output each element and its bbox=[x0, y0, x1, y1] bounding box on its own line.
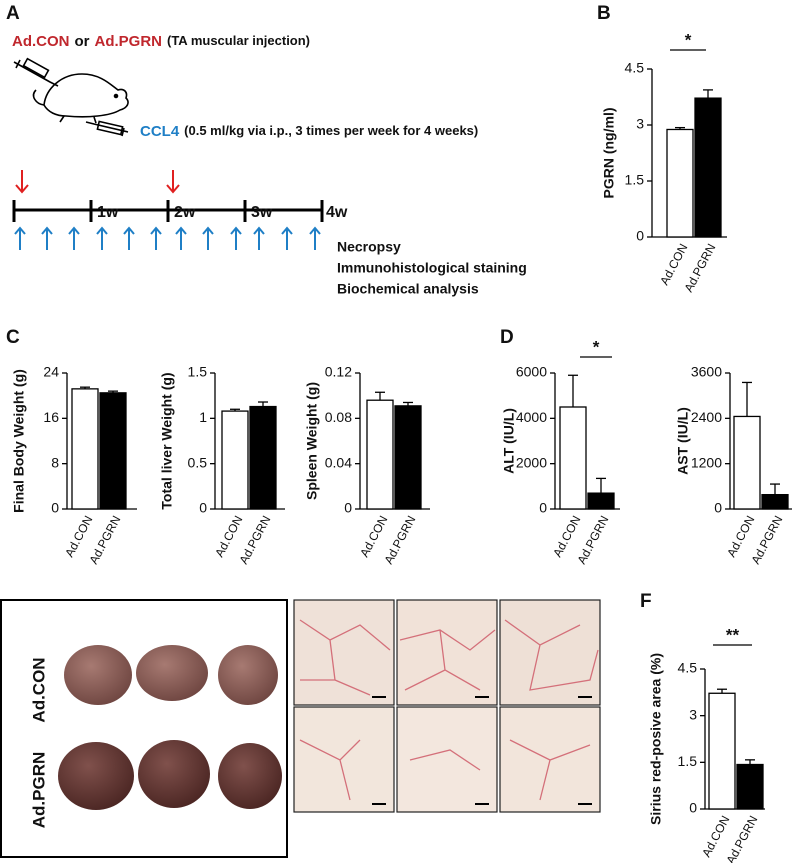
timeline-label: 3w bbox=[251, 204, 273, 221]
y-tick-label: 1200 bbox=[691, 454, 722, 470]
significance-label: ** bbox=[726, 625, 740, 644]
y-tick-label: 3600 bbox=[691, 364, 722, 380]
treatment-route: (TA muscular injection) bbox=[167, 33, 310, 48]
bar bbox=[587, 492, 615, 510]
treatment-control: Ad.CON bbox=[12, 33, 70, 50]
bar bbox=[71, 388, 99, 510]
y-tick-label: 4.5 bbox=[625, 60, 645, 76]
bar bbox=[694, 97, 722, 238]
bar bbox=[736, 763, 764, 810]
y-tick-label: 0 bbox=[689, 800, 697, 816]
y-tick-label: 8 bbox=[51, 454, 59, 470]
y-tick-label: 1.5 bbox=[188, 364, 208, 380]
y-axis-label: Sirius red-posive area (%) bbox=[648, 653, 664, 825]
y-tick-label: 4.5 bbox=[678, 660, 698, 676]
y-tick-label: 3 bbox=[636, 116, 644, 132]
endpoint: Immunohistological staining bbox=[337, 260, 527, 276]
y-axis-label: PGRN (ng/ml) bbox=[601, 108, 617, 199]
treatment-connector: or bbox=[75, 33, 90, 50]
y-axis-label: AST (IU/L) bbox=[675, 407, 691, 475]
y-tick-label: 0.08 bbox=[325, 409, 352, 425]
y-tick-label: 1.5 bbox=[625, 172, 645, 188]
panel-label: D bbox=[500, 327, 514, 348]
row-label: Ad.CON bbox=[29, 657, 48, 722]
y-tick-label: 3 bbox=[689, 706, 697, 722]
panel-label: F bbox=[640, 591, 652, 612]
timeline-label: 2w bbox=[174, 204, 196, 221]
y-tick-label: 0.12 bbox=[325, 364, 352, 380]
injection-arrows bbox=[15, 170, 180, 194]
y-tick-label: 0 bbox=[199, 500, 207, 516]
endpoint: Biochemical analysis bbox=[337, 281, 479, 297]
liver-photo-box bbox=[0, 599, 288, 858]
y-tick-label: 24 bbox=[43, 364, 59, 380]
y-tick-label: 1 bbox=[199, 409, 207, 425]
ccl4-dose: (0.5 ml/kg via i.p., 3 times per week fo… bbox=[184, 123, 478, 138]
bar bbox=[666, 128, 694, 238]
ccl4-line: CCL4 (0.5 ml/kg via i.p., 3 times per wee… bbox=[140, 123, 478, 140]
timeline bbox=[12, 200, 324, 222]
significance-label: * bbox=[593, 337, 600, 356]
liver-photos bbox=[58, 645, 282, 810]
y-tick-label: 0.5 bbox=[188, 454, 208, 470]
significance-label: * bbox=[685, 30, 692, 49]
panel-label: A bbox=[6, 3, 20, 24]
scale-bars bbox=[372, 696, 592, 805]
treatment-pgrn: Ad.PGRN bbox=[95, 33, 163, 50]
fibrosis-septa bbox=[299, 619, 599, 801]
y-tick-label: 4000 bbox=[516, 409, 547, 425]
histology-images bbox=[293, 599, 601, 813]
y-tick-label: 0.04 bbox=[325, 454, 352, 470]
bar bbox=[733, 415, 761, 510]
y-tick-label: 1.5 bbox=[678, 753, 698, 769]
timeline-label: 1w bbox=[97, 204, 119, 221]
y-tick-label: 0 bbox=[714, 500, 722, 516]
treatment-line: Ad.CON or Ad.PGRN (TA muscular injection) bbox=[12, 33, 310, 50]
endpoint: Necropsy bbox=[337, 239, 401, 255]
bar bbox=[366, 399, 394, 510]
panel-label: B bbox=[597, 3, 611, 24]
row-label: Ad.PGRN bbox=[29, 752, 48, 829]
y-tick-label: 0 bbox=[344, 500, 352, 516]
bar bbox=[249, 405, 277, 510]
y-axis-label: Final Body Weight (g) bbox=[11, 369, 27, 513]
y-tick-label: 16 bbox=[43, 409, 59, 425]
y-axis-label: Spleen Weight (g) bbox=[304, 382, 320, 500]
timeline-label: 4w bbox=[326, 204, 348, 221]
y-axis-label: ALT (IU/L) bbox=[501, 408, 517, 474]
y-tick-label: 2400 bbox=[691, 409, 722, 425]
ccl4-name: CCL4 bbox=[140, 123, 180, 140]
y-tick-label: 0 bbox=[51, 500, 59, 516]
mouse-illustration bbox=[13, 57, 129, 137]
y-axis-label: Total liver Weight (g) bbox=[159, 372, 175, 509]
bar bbox=[761, 493, 789, 510]
y-tick-label: 0 bbox=[636, 228, 644, 244]
panel-label: C bbox=[6, 327, 20, 348]
y-tick-label: 0 bbox=[539, 500, 547, 516]
bar bbox=[394, 405, 422, 510]
bar bbox=[708, 692, 736, 810]
y-tick-label: 2000 bbox=[516, 454, 547, 470]
ccl4-arrows bbox=[14, 226, 321, 250]
bar bbox=[99, 392, 127, 510]
bar bbox=[559, 406, 587, 510]
bar bbox=[221, 410, 249, 510]
y-tick-label: 6000 bbox=[516, 364, 547, 380]
